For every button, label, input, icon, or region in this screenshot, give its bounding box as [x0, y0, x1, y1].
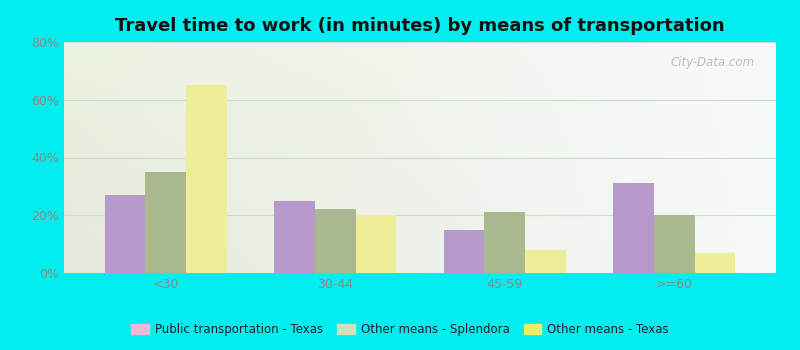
- Bar: [186, 85, 226, 273]
- Bar: [355, 215, 396, 273]
- Bar: [315, 209, 355, 273]
- Bar: [105, 195, 146, 273]
- Bar: [694, 253, 735, 273]
- Legend: Public transportation - Texas, Other means - Splendora, Other means - Texas: Public transportation - Texas, Other mea…: [126, 318, 674, 341]
- Title: Travel time to work (in minutes) by means of transportation: Travel time to work (in minutes) by mean…: [115, 17, 725, 35]
- Bar: [525, 250, 566, 273]
- Text: City-Data.com: City-Data.com: [670, 56, 754, 69]
- Bar: [654, 215, 694, 273]
- Bar: [614, 183, 654, 273]
- Bar: [485, 212, 525, 273]
- Bar: [274, 201, 315, 273]
- Bar: [146, 172, 186, 273]
- Bar: [444, 230, 485, 273]
